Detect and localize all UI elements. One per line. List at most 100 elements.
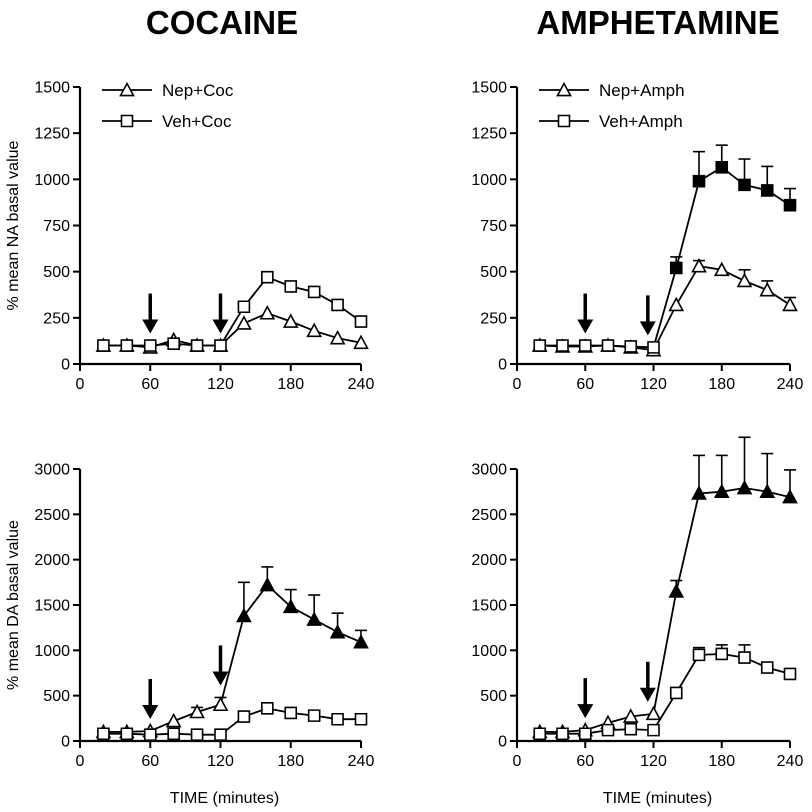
data-point-square bbox=[556, 339, 569, 352]
y-tick-label: 500 bbox=[480, 688, 507, 705]
data-point-triangle bbox=[259, 576, 276, 592]
data-point-square bbox=[143, 728, 157, 741]
data-point-triangle bbox=[782, 296, 798, 312]
data-point-square bbox=[578, 339, 592, 352]
x-tick-label: 240 bbox=[348, 376, 375, 393]
legend-label: Nep+Amph bbox=[599, 81, 685, 100]
data-point-square bbox=[578, 727, 592, 741]
data-point-triangle bbox=[353, 633, 369, 649]
x-tick-label: 180 bbox=[708, 376, 735, 393]
data-point-square bbox=[284, 280, 298, 293]
data-point-square bbox=[556, 727, 569, 741]
legend-label: Veh+Amph bbox=[599, 112, 683, 131]
x-tick-label: 0 bbox=[513, 376, 522, 393]
y-tick-label: 500 bbox=[480, 264, 507, 281]
y-tick-label: 1000 bbox=[471, 643, 507, 660]
legend-marker-square bbox=[120, 114, 134, 128]
series-line-triangle bbox=[103, 312, 362, 349]
data-point-triangle bbox=[782, 488, 798, 504]
data-point-square bbox=[214, 728, 227, 741]
y-tick-label: 0 bbox=[61, 357, 70, 374]
data-point-square bbox=[738, 178, 751, 192]
arrow-head bbox=[142, 705, 159, 720]
data-point-square bbox=[331, 712, 344, 726]
arrow-head bbox=[142, 319, 159, 334]
x-tick-label: 120 bbox=[207, 753, 234, 770]
y-tick-label: 2000 bbox=[471, 552, 507, 569]
data-point-triangle bbox=[759, 281, 776, 297]
data-point-square bbox=[143, 339, 157, 352]
data-point-triangle bbox=[668, 296, 685, 312]
data-point-square bbox=[354, 712, 368, 726]
x-tick-label: 240 bbox=[777, 753, 804, 770]
x-tick-label: 0 bbox=[76, 753, 85, 770]
data-point-square bbox=[533, 727, 547, 741]
x-tick-label: 180 bbox=[277, 376, 304, 393]
data-point-square bbox=[214, 339, 227, 352]
data-point-square bbox=[692, 174, 706, 188]
y-tick-label: 250 bbox=[480, 310, 507, 327]
data-point-triangle bbox=[668, 583, 685, 598]
series-line-square bbox=[539, 166, 791, 349]
data-point-square bbox=[97, 727, 110, 741]
panel-da-cocaine: 0 500 1000 1500 2000 2500 3000 0 60 120 180 240 % me… bbox=[5, 462, 374, 808]
y-axis-label: % mean NA basal value bbox=[5, 140, 22, 310]
y-tick-label: 1500 bbox=[34, 80, 70, 97]
x-axis-label: TIME (minutes) bbox=[603, 790, 712, 807]
x-tick-label: 0 bbox=[513, 753, 522, 770]
data-point-square bbox=[715, 647, 729, 661]
data-point-square bbox=[237, 300, 251, 314]
data-point-square bbox=[120, 727, 134, 741]
x-tick-label: 240 bbox=[777, 376, 804, 393]
y-tick-label: 3000 bbox=[34, 462, 70, 479]
data-point-square bbox=[715, 161, 729, 174]
data-point-square bbox=[120, 339, 134, 352]
y-tick-label: 1250 bbox=[34, 126, 70, 143]
column-title-amphetamine: AMPHETAMINE bbox=[536, 4, 779, 41]
data-point-triangle bbox=[713, 261, 730, 277]
arrow-head bbox=[212, 319, 229, 334]
x-tick-label: 60 bbox=[576, 376, 594, 393]
y-tick-label: 500 bbox=[43, 264, 70, 281]
y-tick-label: 0 bbox=[498, 734, 507, 751]
legend-label: Nep+Coc bbox=[162, 81, 234, 100]
arrow-head bbox=[639, 321, 656, 336]
data-point-square bbox=[624, 340, 638, 353]
data-point-square bbox=[647, 723, 660, 737]
data-point-triangle bbox=[236, 315, 252, 330]
arrow-head bbox=[639, 687, 656, 702]
column-title-cocaine: COCAINE bbox=[146, 4, 298, 41]
data-point-square bbox=[261, 702, 274, 715]
data-point-triangle bbox=[165, 712, 182, 728]
y-tick-label: 1500 bbox=[471, 598, 507, 615]
panel-na-cocaine: 0 250 500 750 1000 1250 1500 0 60 120 180 240 % mean… bbox=[5, 80, 374, 394]
arrow-head bbox=[577, 704, 594, 719]
y-tick-label: 2500 bbox=[471, 507, 507, 524]
data-point-square bbox=[237, 710, 251, 723]
data-point-triangle bbox=[759, 483, 776, 498]
x-tick-label: 60 bbox=[141, 376, 159, 393]
y-tick-label: 750 bbox=[480, 218, 507, 235]
data-point-square bbox=[97, 339, 110, 352]
panel-da-amphetamine: 0 500 1000 1500 2000 2500 3000 0 60 120 180 240 TIME… bbox=[471, 436, 804, 807]
data-point-square bbox=[647, 341, 660, 354]
data-point-square bbox=[624, 722, 638, 736]
data-point-square bbox=[190, 728, 204, 741]
y-tick-label: 1000 bbox=[34, 172, 70, 189]
y-tick-label: 0 bbox=[61, 734, 70, 751]
data-point-triangle bbox=[353, 334, 369, 350]
y-tick-label: 1000 bbox=[34, 643, 70, 660]
data-point-square bbox=[167, 727, 180, 741]
data-point-square bbox=[760, 184, 774, 197]
data-point-square bbox=[261, 270, 274, 284]
x-tick-label: 60 bbox=[576, 753, 594, 770]
data-point-triangle bbox=[736, 272, 753, 288]
x-tick-label: 180 bbox=[708, 753, 735, 770]
data-point-square bbox=[692, 648, 706, 662]
data-point-square bbox=[601, 723, 615, 737]
y-tick-label: 1250 bbox=[471, 126, 507, 143]
data-point-square bbox=[190, 339, 204, 352]
series-line-triangle bbox=[103, 583, 362, 733]
data-point-triangle bbox=[282, 598, 299, 614]
data-point-square bbox=[307, 285, 321, 299]
